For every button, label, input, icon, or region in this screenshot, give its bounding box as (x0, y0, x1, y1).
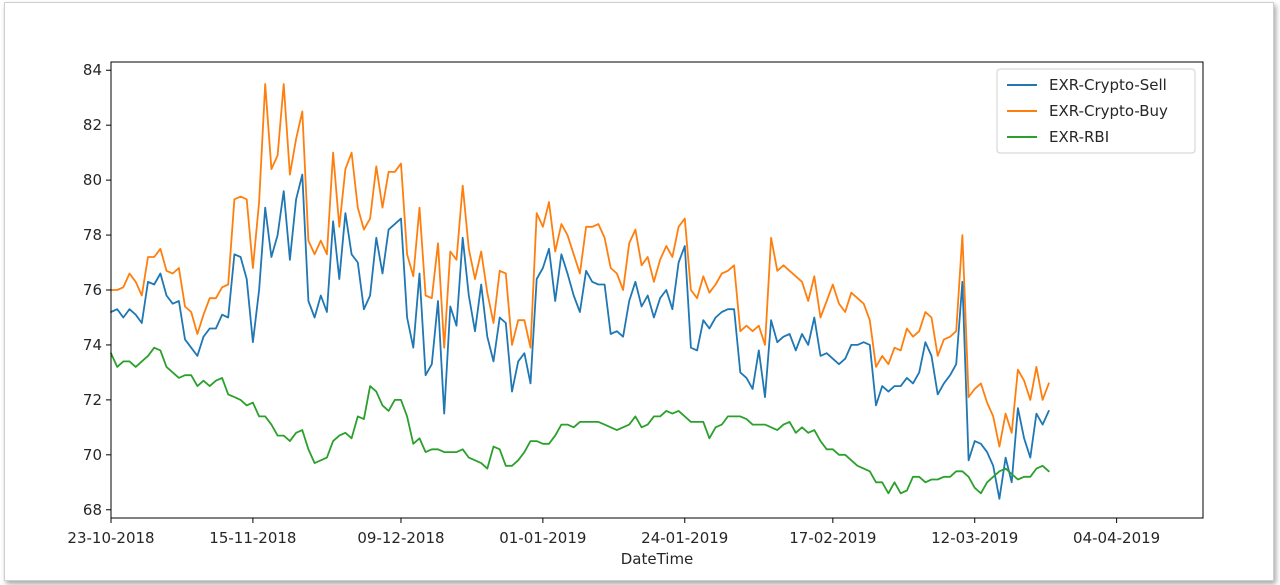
legend-label-exr-crypto-sell: EXR-Crypto-Sell (1049, 76, 1167, 94)
y-tick-label-80: 80 (83, 171, 102, 189)
x-tick-label-4: 24-01-2019 (641, 529, 728, 547)
y-tick-label-76: 76 (83, 281, 102, 299)
chart-window: 68 70 72 74 76 78 80 82 84 23-10-2018 15-11-2018 0… (4, 2, 1274, 581)
y-tick-label-68: 68 (83, 501, 102, 519)
x-tick-label-1: 15-11-2018 (209, 529, 296, 547)
series-line-exr-rbi (110, 346, 1050, 495)
legend-label-exr-rbi: EXR-RBI (1049, 128, 1109, 146)
x-tick-label-7: 04-04-2019 (1073, 529, 1160, 547)
legend-label-exr-crypto-buy: EXR-Crypto-Buy (1049, 102, 1168, 120)
legend: EXR-Crypto-Sell EXR-Crypto-Buy EXR-RBI (996, 68, 1196, 154)
y-tick-label-70: 70 (83, 446, 102, 464)
y-tick-label-84: 84 (83, 61, 102, 79)
line-chart: 68 70 72 74 76 78 80 82 84 23-10-2018 15-11-2018 0… (67, 61, 1204, 568)
x-tick-label-6: 12-03-2019 (931, 529, 1018, 547)
y-tick-label-82: 82 (83, 116, 102, 134)
series-layer (110, 83, 1050, 500)
x-axis-label: DateTime (621, 550, 694, 568)
series-line-exr-crypto-sell (110, 173, 1050, 500)
legend-box (996, 68, 1196, 154)
x-tick-label-5: 17-02-2019 (789, 529, 876, 547)
y-tick-label-78: 78 (83, 226, 102, 244)
y-tick-label-74: 74 (83, 336, 102, 354)
x-tick-label-3: 01-01-2019 (499, 529, 586, 547)
x-tick-label-2: 09-12-2018 (357, 529, 444, 547)
y-axis: 68 70 72 74 76 78 80 82 84 (83, 61, 111, 519)
y-tick-label-72: 72 (83, 391, 102, 409)
x-tick-label-0: 23-10-2018 (67, 529, 154, 547)
series-line-exr-crypto-buy (110, 83, 1050, 448)
x-axis: 23-10-2018 15-11-2018 09-12-2018 01-01-2019… (67, 518, 1160, 547)
legend-items: EXR-Crypto-Sell EXR-Crypto-Buy EXR-RBI (1007, 76, 1168, 146)
